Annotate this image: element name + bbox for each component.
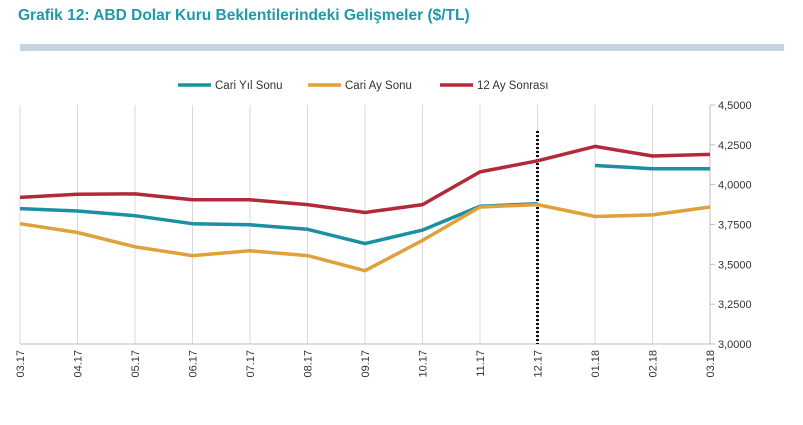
x-tick-label: 03.17: [15, 350, 27, 378]
y-tick-label: 4,2500: [718, 140, 752, 152]
y-tick-label: 4,5000: [718, 100, 752, 112]
x-tick-label: 12.17: [533, 350, 545, 378]
y-tick-label: 3,7500: [718, 220, 752, 232]
x-tick-label: 02.18: [648, 350, 660, 378]
title-rule: [20, 44, 784, 51]
series-line-2: [19, 202, 711, 273]
x-tick-label: 03.18: [705, 350, 717, 378]
x-tick-labels: 03.17 04.17 05.17 06.17 07.17 08.17 09.17 10.17…: [15, 350, 717, 378]
x-tick-label: 01.18: [590, 350, 602, 378]
x-tick-label: 10.17: [418, 350, 430, 378]
legend-label: Cari Ay Sonu: [345, 80, 412, 92]
x-tick-label: 08.17: [303, 350, 315, 378]
grid-lines: [19, 105, 711, 344]
y-tick-label: 3,2500: [718, 299, 752, 311]
y-tick-label: 3,0000: [718, 339, 752, 351]
series-line-3: [19, 144, 711, 215]
y-tick-label: 4,0000: [718, 180, 752, 192]
legend: Cari Yıl Sonu Cari Ay Sonu 12 Ay Sonrası: [178, 80, 548, 92]
x-tick-label: 06.17: [188, 350, 200, 378]
y-tick-labels: 3,0000 3,2500 3,5000 3,7500 4,0000 4,2500 4,50…: [718, 100, 752, 351]
x-tick-label: 11.17: [475, 350, 487, 377]
x-tick-label: 05.17: [130, 350, 142, 378]
legend-label: Cari Yıl Sonu: [215, 80, 283, 92]
series-line-0: [19, 202, 538, 246]
legend-label: 12 Ay Sonrası: [477, 80, 548, 92]
x-tick-label: 07.17: [245, 350, 257, 378]
x-tick-label: 04.17: [73, 350, 85, 378]
x-tick-label: 09.17: [360, 350, 372, 378]
y-tick-label: 3,5000: [718, 259, 752, 271]
axes: [20, 104, 715, 345]
chart-title: Grafik 12: ABD Dolar Kuru Beklentilerind…: [18, 7, 470, 24]
series-lines: [19, 144, 711, 273]
series-line-1: [594, 163, 710, 171]
